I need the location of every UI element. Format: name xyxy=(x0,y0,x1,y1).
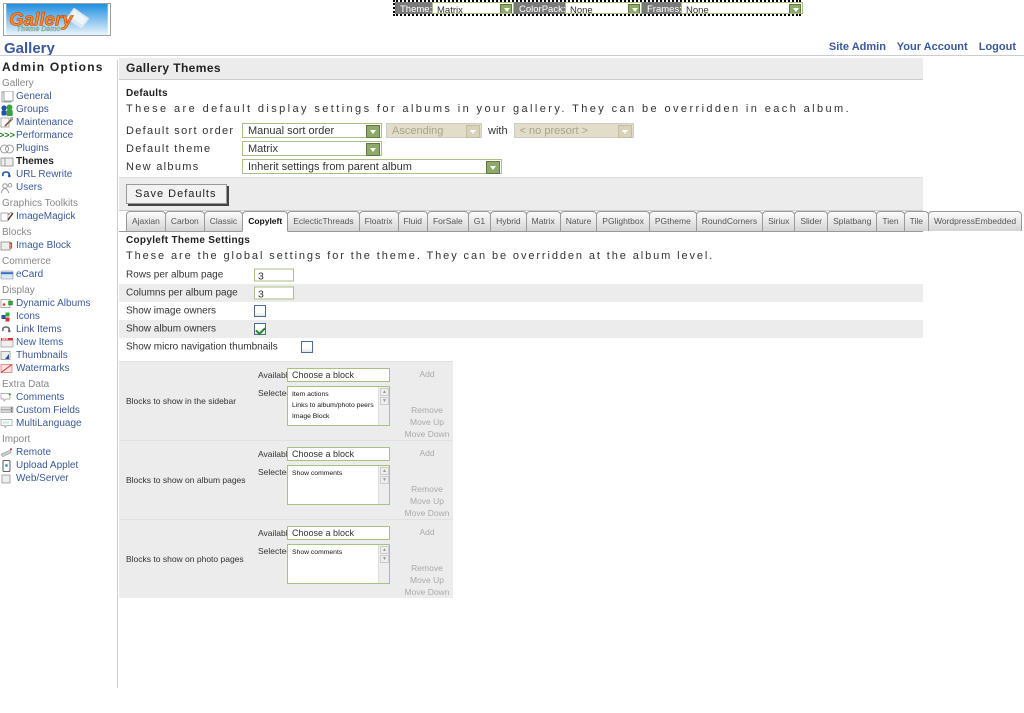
svg-text:Theme Demo: Theme Demo xyxy=(17,26,62,33)
svg-text:NEW: NEW xyxy=(2,337,9,341)
